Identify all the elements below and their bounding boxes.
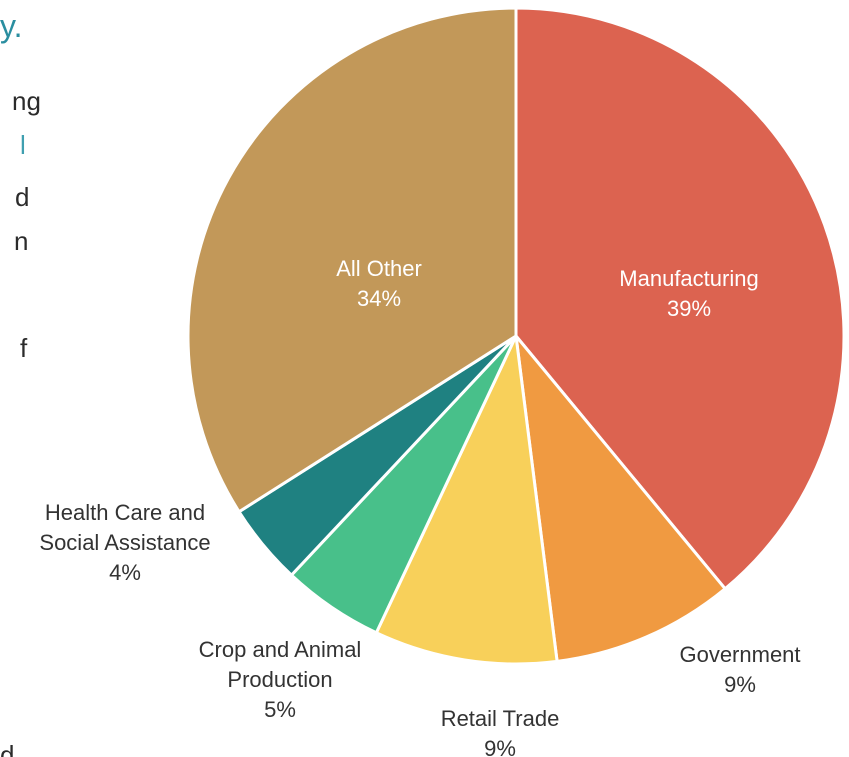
pie-slices — [186, 6, 846, 666]
pie-label-government: Government 9% — [679, 642, 800, 697]
pie-labels: Manufacturing 39% Government 9% Retail Trade… — [39, 256, 800, 757]
pie-label-all-other: All Other 34% — [336, 256, 422, 311]
pie-label-crop-and-animal-production: Crop and Animal Production 5% — [199, 637, 362, 722]
pie-label-manufacturing: Manufacturing 39% — [619, 266, 758, 321]
pie-label-health-care-and-social-assistance: Health Care and Social Assistance 4% — [39, 500, 210, 585]
body-text-fragment: l — [20, 130, 26, 160]
body-text-fragment: n — [14, 226, 29, 256]
pie-label-retail-trade: Retail Trade 9% — [441, 706, 560, 757]
pie-slice-all-other — [186, 6, 518, 514]
pie-slice-manufacturing — [514, 6, 846, 591]
pie-slice-retail-trade — [374, 334, 559, 666]
heading-fragment: y. — [0, 8, 23, 44]
body-text-fragment: d — [0, 740, 15, 757]
pie-slice-government — [514, 334, 727, 663]
body-text-fragment: f — [20, 333, 28, 363]
body-text-fragment: d — [15, 182, 30, 212]
body-text-fragment: ng — [12, 86, 41, 116]
